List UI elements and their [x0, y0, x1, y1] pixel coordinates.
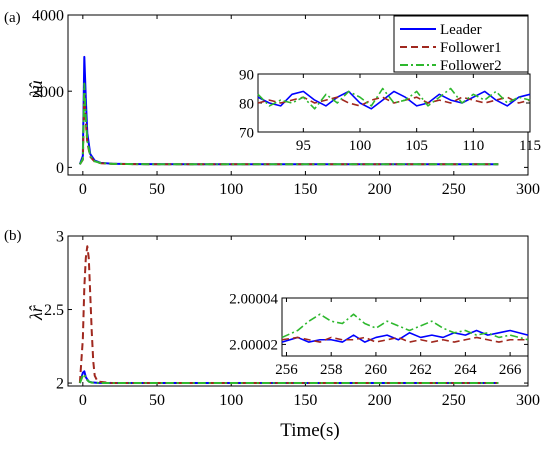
legend-box	[393, 15, 529, 73]
panel-b-xtick-label: 0	[79, 392, 87, 409]
panel-b-xtick-label: 200	[368, 392, 392, 409]
panel-a-ytick-label: 2000	[32, 84, 64, 101]
panel-a-ylabel: λ̂u	[26, 80, 46, 98]
panel-b-inset: 256 258 260 262 264 266 2.00002 2.00004	[229, 291, 529, 378]
panel-a-xtick-label: 100	[219, 181, 243, 198]
panel-a-inset-ytick-label: 90	[239, 67, 254, 83]
panel-a: (a) λ̂u 0 50 100 150 200 250 300 0 2000 4000 95 10…	[4, 8, 541, 198]
panel-b-inset-xtick-label: 264	[454, 362, 477, 378]
panel-a-inset-xtick-label: 115	[519, 138, 541, 154]
panel-a-inset-xtick-label: 105	[405, 138, 428, 154]
legend-entry-leader: Leader	[440, 22, 482, 38]
panel-b-inset-series-follower1	[281, 336, 528, 343]
panel-a-xtick-label: 250	[442, 181, 466, 198]
panel-b-xtick-label: 250	[442, 392, 466, 409]
panel-a-ytick-label: 4000	[32, 8, 64, 25]
panel-b-ytick-label: 2.5	[44, 302, 64, 319]
panel-a-ytick-label: 0	[56, 160, 64, 177]
panel-b-inset-xtick-label: 256	[275, 362, 298, 378]
panel-b-xtick-label: 50	[149, 392, 165, 409]
panel-a-inset-ytick-label: 70	[239, 125, 254, 141]
legend-entry-follower1: Follower1	[440, 40, 502, 56]
panel-b-series-follower2	[78, 373, 499, 385]
panel-b-xtick-label: 150	[293, 392, 317, 409]
panel-b-label: (b)	[4, 228, 22, 244]
panel-b-inset-xtick-label: 262	[409, 362, 432, 378]
panel-a-label: (a)	[4, 10, 21, 26]
panel-b-xtick-label: 100	[219, 392, 243, 409]
panel-b-ylabel: λ̂r	[26, 304, 46, 321]
panel-a-xtick-label: 200	[368, 181, 392, 198]
panel-a-inset-ytick-label: 80	[239, 96, 254, 112]
panel-a-inset-xtick-label: 100	[349, 138, 372, 154]
panel-a-xtick-label: 150	[293, 181, 317, 198]
panel-b: (b) λ̂r 0 50 100 150 200 250 300 2 2.5 3 256 258 26…	[4, 228, 540, 441]
panel-b-inset-ytick-label: 2.00002	[229, 338, 278, 354]
panel-b-xtick-label: 300	[516, 392, 540, 409]
panel-a-series-follower2	[78, 82, 499, 166]
panel-a-inset-xtick-label: 95	[296, 138, 311, 154]
panel-b-inset-frame	[281, 297, 529, 357]
legend-entry-follower2: Follower2	[440, 58, 502, 74]
x-axis-label: Time(s)	[280, 420, 339, 441]
panel-b-series-follower1	[78, 245, 499, 385]
panel-a-xtick-label: 300	[516, 181, 540, 198]
panel-b-inset-series-follower2	[281, 313, 529, 341]
panel-b-inset-xtick-label: 260	[365, 362, 388, 378]
panel-b-inset-ytick-label: 2.00004	[229, 291, 278, 307]
panel-a-inset: 95 100 105 110 115 70 80 90	[239, 67, 541, 154]
panel-a-inset-series-follower2	[257, 87, 531, 110]
panel-a-inset-series-leader	[257, 90, 531, 110]
panel-b-inset-xtick-label: 258	[320, 362, 343, 378]
panel-b-inset-xtick-label: 266	[499, 362, 522, 378]
panel-a-xtick-label: 0	[79, 181, 87, 198]
panel-b-ytick-label: 3	[56, 229, 64, 246]
panel-a-inset-xtick-label: 110	[462, 138, 484, 154]
legend: Leader Follower1 Follower2	[393, 15, 529, 74]
panel-b-ytick-label: 2	[56, 376, 64, 393]
panel-a-xtick-label: 50	[149, 181, 165, 198]
